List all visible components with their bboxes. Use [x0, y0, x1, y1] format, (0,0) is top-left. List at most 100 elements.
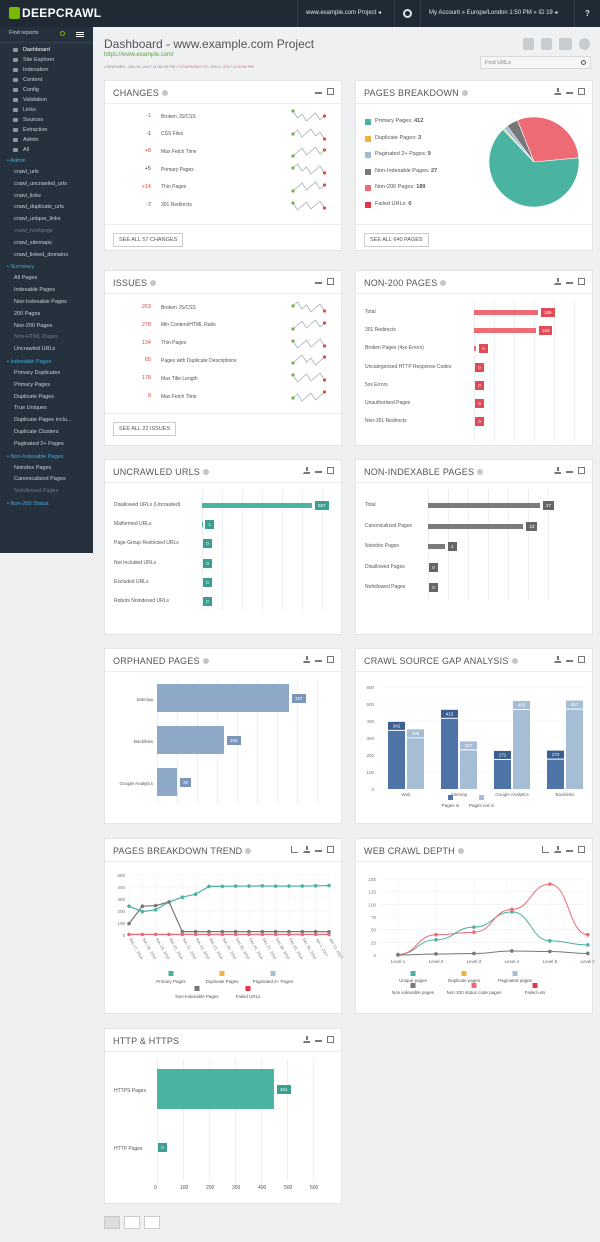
data-point[interactable]: [548, 882, 552, 886]
data-point[interactable]: [127, 932, 131, 937]
chart-type-icon[interactable]: [291, 846, 298, 853]
issue-label[interactable]: Max Title Length: [161, 375, 198, 382]
issue-label[interactable]: Thin Pages: [161, 340, 187, 347]
data-point[interactable]: [273, 884, 278, 888]
sidebar-item-content[interactable]: Content: [0, 75, 93, 85]
sidebar-report-link[interactable]: All Pages: [14, 275, 38, 282]
legend-label[interactable]: Non-Indexable Pages: [175, 994, 219, 999]
minimize-icon[interactable]: [315, 1038, 322, 1042]
sidebar-report-link[interactable]: Primary Duplicates: [14, 369, 61, 376]
data-point[interactable]: [167, 900, 171, 904]
sidebar-report-link[interactable]: Noindex Pages: [14, 464, 52, 471]
data-point[interactable]: [548, 939, 552, 943]
sidebar-report-link[interactable]: Canonicalized Pages: [14, 476, 66, 483]
data-point[interactable]: [167, 932, 171, 937]
compared-date[interactable]: / COMPARED TO: JAN 1, 2017 2:09:28 PM: [176, 64, 254, 69]
account-menu[interactable]: My Account » Europe/London 1:50 PM » ID …: [420, 0, 574, 27]
data-point[interactable]: [260, 929, 265, 934]
info-icon[interactable]: [150, 280, 157, 286]
info-icon[interactable]: [511, 658, 518, 664]
legend-label[interactable]: Duplicate Pages: 3: [375, 135, 421, 141]
sidebar-report-link[interactable]: Paginated 2+ Pages: [14, 440, 64, 447]
data-point[interactable]: [260, 932, 265, 937]
data-point[interactable]: [207, 929, 211, 934]
info-icon[interactable]: [202, 658, 209, 664]
bar-label[interactable]: Not Included URLs: [114, 559, 156, 566]
data-point[interactable]: [327, 929, 331, 934]
minimize-icon[interactable]: [566, 280, 573, 284]
sidebar-section-header[interactable]: • Non-Indexable Pages: [7, 453, 64, 460]
download-icon[interactable]: [554, 467, 561, 474]
minimize-icon[interactable]: [315, 848, 322, 852]
download-icon[interactable]: [303, 1036, 310, 1043]
download-icon[interactable]: [554, 278, 561, 285]
search-icon[interactable]: [60, 31, 65, 36]
bar[interactable]: [157, 684, 289, 712]
issue-label[interactable]: Max Fetch Time: [161, 393, 197, 400]
data-point[interactable]: [313, 884, 318, 888]
data-point[interactable]: [434, 938, 438, 942]
minimize-icon[interactable]: [315, 280, 322, 284]
grid-view-icon[interactable]: [104, 1216, 120, 1229]
data-point[interactable]: [180, 929, 185, 934]
info-icon[interactable]: [477, 469, 484, 475]
download-icon[interactable]: [554, 656, 561, 663]
legend-label[interactable]: Non-Indexable Pages: 27: [375, 168, 437, 174]
bar[interactable]: [407, 738, 424, 789]
maximize-icon[interactable]: [327, 278, 334, 285]
data-point[interactable]: [300, 932, 305, 937]
data-point[interactable]: [472, 925, 476, 929]
data-point[interactable]: [510, 910, 514, 914]
see-all-changes-button[interactable]: SEE ALL 57 CHANGES: [113, 233, 184, 247]
maximize-icon[interactable]: [327, 1036, 334, 1043]
sidebar-report-link[interactable]: crawl_unique_links: [14, 216, 61, 223]
change-label[interactable]: 301 Redirects: [161, 202, 192, 208]
data-point[interactable]: [193, 892, 198, 896]
data-point[interactable]: [434, 952, 438, 956]
bar[interactable]: [428, 544, 445, 549]
bar-label[interactable]: Noindex Pages: [365, 543, 399, 549]
sidebar-report-link[interactable]: Non-200 Pages: [14, 322, 53, 329]
maximize-icon[interactable]: [327, 846, 334, 853]
data-point[interactable]: [207, 932, 211, 937]
sidebar-item-dashboard[interactable]: Dashboard: [0, 45, 93, 55]
data-point[interactable]: [472, 951, 476, 956]
sidebar-report-link[interactable]: Primary Pages: [14, 381, 51, 388]
bar[interactable]: [157, 1069, 274, 1109]
list-view-icon[interactable]: [124, 1216, 140, 1229]
find-urls-search[interactable]: Find URLs: [480, 56, 591, 69]
data-point[interactable]: [180, 895, 185, 899]
maximize-icon[interactable]: [578, 88, 585, 95]
change-label[interactable]: Broken JS/CSS: [161, 113, 196, 120]
data-point[interactable]: [287, 929, 291, 934]
hamburger-menu-icon[interactable]: [76, 32, 84, 33]
maximize-icon[interactable]: [327, 656, 334, 663]
data-point[interactable]: [247, 884, 251, 888]
data-point[interactable]: [153, 932, 158, 937]
data-point[interactable]: [220, 929, 225, 934]
data-point[interactable]: [300, 929, 305, 934]
data-point[interactable]: [180, 932, 185, 937]
data-point[interactable]: [140, 932, 145, 937]
info-icon[interactable]: [161, 90, 168, 96]
issue-label[interactable]: Min Content/HTML Ratio: [161, 322, 216, 329]
sidebar-report-link[interactable]: crawl_uncrawled_urls: [14, 180, 67, 187]
sidebar-section-header[interactable]: • Admin: [7, 158, 26, 164]
sidebar-report-link[interactable]: crawl_sitemaps: [14, 239, 52, 246]
legend-label[interactable]: Paginated 2+ Pages: 9: [375, 151, 431, 157]
bar[interactable]: [388, 730, 405, 789]
download-icon[interactable]: [554, 846, 561, 853]
change-label[interactable]: Primary Pages: [161, 166, 194, 173]
info-icon[interactable]: [457, 848, 464, 854]
data-point[interactable]: [327, 932, 331, 937]
sidebar-report-link[interactable]: Nofollowed Pages: [14, 488, 59, 495]
bar-label[interactable]: Unauthorised Pages: [365, 400, 411, 406]
report-search[interactable]: Find reports: [0, 27, 93, 43]
bar[interactable]: [474, 346, 477, 352]
data-point[interactable]: [548, 949, 552, 954]
bar-label[interactable]: Nofollowed Pages: [365, 584, 406, 590]
data-point[interactable]: [586, 951, 590, 956]
download-icon[interactable]: [303, 846, 310, 853]
bar-label[interactable]: Excluded URLs: [114, 578, 149, 585]
data-point[interactable]: [247, 932, 251, 937]
